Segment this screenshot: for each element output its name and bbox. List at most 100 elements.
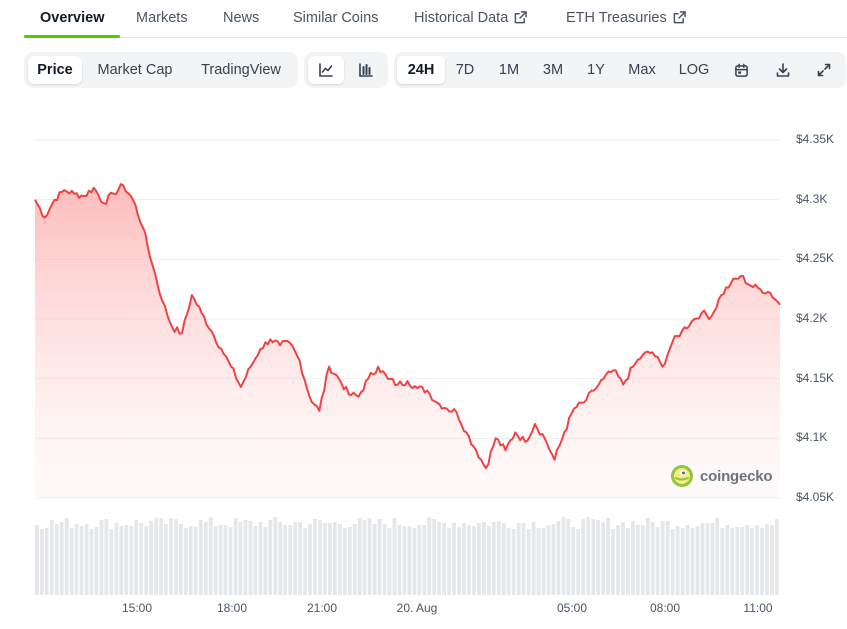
volume-bar: [760, 528, 764, 595]
x-tick-label: 08:00: [649, 601, 681, 615]
market-cap-button[interactable]: Market Cap: [97, 62, 173, 78]
volume-bar: [208, 517, 213, 595]
volume-bar: [104, 519, 109, 595]
tab-similar-coins[interactable]: Similar Coins: [293, 10, 379, 26]
volume-bar: [606, 518, 610, 595]
volume-bar: [159, 518, 163, 595]
volume-bar: [233, 518, 238, 595]
tab-markets[interactable]: Markets: [136, 10, 188, 26]
volume-bar: [308, 524, 312, 595]
volume-bar: [675, 526, 680, 595]
download-button[interactable]: [767, 56, 799, 84]
volume-bar: [35, 525, 39, 595]
volume-bar: [611, 529, 615, 595]
volume-bar: [705, 523, 710, 595]
volume-bar: [139, 523, 144, 595]
volume-bar: [223, 525, 228, 595]
coingecko-watermark: coingecko: [670, 464, 773, 488]
tab-historical-data-label: Historical Data: [414, 10, 509, 26]
volume-bar: [44, 528, 49, 595]
volume-bar: [367, 518, 372, 595]
log-scale-button[interactable]: LOG: [678, 62, 710, 78]
price-button[interactable]: Price: [28, 56, 82, 84]
volume-bar: [318, 520, 322, 595]
volume-bar: [735, 527, 740, 595]
volume-bar: [665, 521, 670, 595]
volume-bar: [650, 522, 655, 595]
range-7d-button[interactable]: 7D: [455, 62, 475, 78]
fullscreen-icon: [817, 63, 831, 77]
volume-bar: [198, 520, 203, 595]
range-max-button[interactable]: Max: [628, 62, 656, 78]
volume-bar: [636, 525, 640, 595]
price-area: [35, 184, 780, 498]
y-tick-label: $4.15K: [796, 370, 835, 385]
external-link-icon: [673, 11, 686, 24]
tab-overview[interactable]: Overview: [40, 10, 105, 26]
volume-bar: [591, 519, 596, 595]
tab-eth-treasuries[interactable]: ETH Treasuries: [566, 10, 686, 26]
volume-bar: [134, 520, 139, 595]
volume-bar: [129, 526, 134, 595]
volume-bar: [571, 527, 576, 595]
volume-bar: [581, 519, 586, 595]
volume-bar: [303, 528, 307, 595]
volume-bar: [313, 519, 317, 595]
line-chart-icon: [319, 63, 333, 77]
x-tick-label: 21:00: [306, 601, 338, 615]
volume-bar: [427, 517, 432, 595]
y-tick-label: $4.05K: [796, 490, 835, 504]
volume-bar: [516, 523, 521, 595]
candlestick-button[interactable]: [348, 56, 384, 84]
volume-bar: [189, 526, 193, 595]
volume-bar: [288, 525, 293, 595]
volume-bar: [382, 524, 387, 595]
volume-bar: [372, 524, 377, 595]
volume-bar: [422, 525, 427, 595]
volume-bar: [506, 528, 511, 595]
range-24h-button[interactable]: 24H: [397, 56, 445, 84]
calendar-button[interactable]: [725, 56, 757, 84]
volume-bar: [109, 529, 114, 595]
tab-historical-data[interactable]: Historical Data: [414, 10, 528, 26]
volume-bar: [467, 525, 471, 595]
y-tick-label: $4.3K: [796, 191, 828, 206]
volume-bar: [586, 517, 591, 595]
volume-bar: [323, 523, 327, 595]
volume-bar: [720, 528, 725, 595]
tradingview-button[interactable]: TradingView: [201, 62, 281, 78]
volume-bar: [84, 524, 89, 595]
volume-bar: [273, 517, 278, 595]
volume-bar: [685, 525, 690, 595]
volume-bar: [179, 524, 183, 595]
range-1m-button[interactable]: 1M: [498, 62, 520, 78]
fullscreen-button[interactable]: [808, 56, 840, 84]
volume-bar: [203, 522, 208, 595]
volume-bar: [397, 525, 402, 595]
y-tick-label: $4.1K: [796, 430, 828, 445]
volume-bar: [79, 526, 84, 595]
volume-bar: [417, 525, 422, 595]
volume-bar: [174, 519, 178, 595]
volume-bar: [670, 529, 675, 595]
y-tick-label: $4.2K: [796, 311, 828, 325]
volume-bar: [715, 518, 720, 595]
volume-bar: [561, 517, 566, 595]
volume-bar: [432, 519, 437, 595]
volume-bar: [770, 525, 774, 595]
tab-news[interactable]: News: [223, 10, 260, 26]
volume-bar: [775, 519, 779, 595]
x-tick-label: 05:00: [556, 601, 588, 615]
volume-bar: [338, 524, 342, 595]
line-chart-button[interactable]: [308, 56, 344, 84]
volume-bar: [740, 527, 745, 595]
range-1y-button[interactable]: 1Y: [587, 62, 605, 78]
volume-bar: [278, 522, 283, 595]
volume-bar: [263, 527, 268, 595]
range-3m-button[interactable]: 3M: [542, 62, 564, 78]
volume-bar: [750, 528, 754, 595]
volume-bar: [501, 523, 506, 595]
volume-bar: [531, 522, 536, 595]
volume-bar: [601, 522, 605, 595]
